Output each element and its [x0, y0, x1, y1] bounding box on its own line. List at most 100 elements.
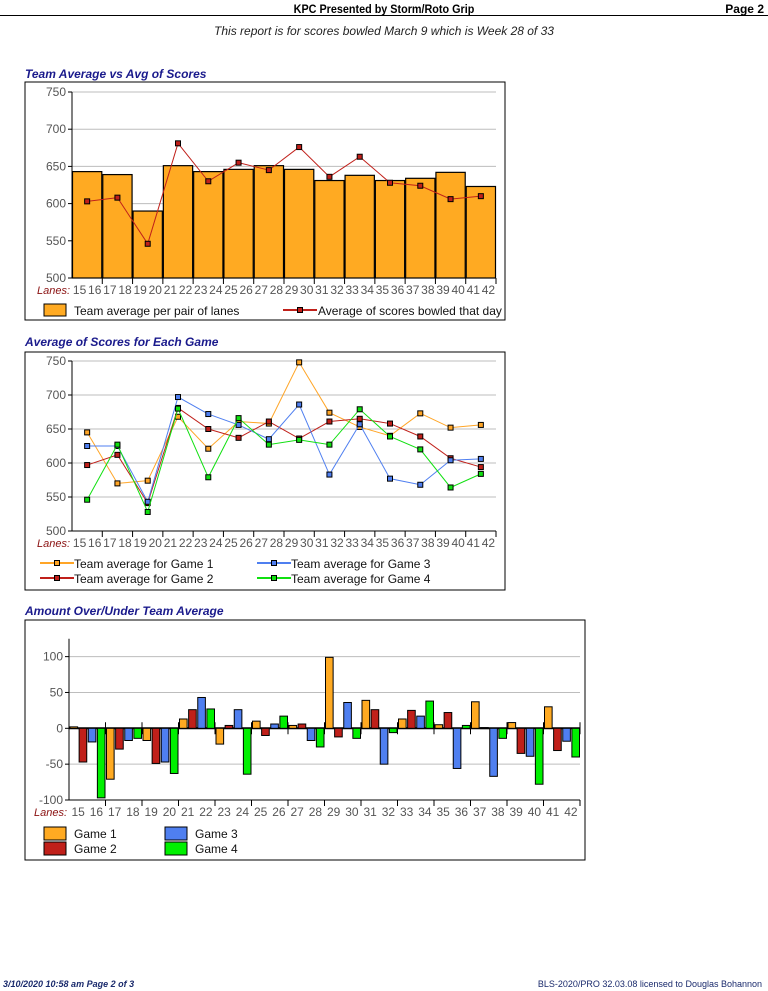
- data-point: [265, 418, 272, 425]
- series-line: [87, 396, 481, 504]
- series-line: [86, 407, 482, 514]
- legend-label: Game 4: [195, 842, 238, 856]
- x-tick-label: 28: [309, 805, 323, 819]
- report-subtitle: This report is for scores bowled March 9…: [214, 24, 554, 38]
- data-point: [235, 159, 242, 166]
- x-tick-label: 23: [217, 805, 231, 819]
- y-tick-label: 700: [46, 388, 66, 402]
- data-point: [84, 198, 91, 205]
- data-point: [326, 441, 333, 448]
- series-line: [86, 407, 481, 505]
- data-point: [477, 193, 484, 200]
- bar: [223, 168, 254, 279]
- data-point: [326, 471, 333, 478]
- x-tick-label: 17: [103, 536, 117, 550]
- report-title: KPC Presented by Storm/Roto Grip: [293, 2, 475, 16]
- x-tick-label: 25: [224, 536, 238, 550]
- bar: [465, 185, 497, 279]
- data-point: [205, 411, 212, 418]
- x-tick-label: 29: [285, 283, 299, 297]
- legend-label: Team average for Game 4: [291, 572, 431, 586]
- data-point: [265, 441, 272, 448]
- bar: [252, 720, 261, 729]
- data-point: [356, 153, 363, 160]
- x-tick-label: 15: [73, 283, 87, 297]
- bar: [224, 724, 234, 729]
- x-tick-label: 31: [315, 536, 329, 550]
- legend-swatch: [43, 303, 67, 317]
- x-tick-label: 38: [421, 536, 435, 550]
- x-tick-label: 27: [255, 283, 269, 297]
- x-tick-label: 33: [345, 283, 359, 297]
- x-tick-label: 19: [133, 536, 147, 550]
- y-tick-label: 550: [46, 490, 66, 504]
- y-tick-label: 750: [46, 85, 66, 99]
- x-tick-label: 42: [482, 536, 496, 550]
- legend-label: Game 2: [74, 842, 117, 856]
- data-point: [175, 394, 181, 401]
- data-point: [326, 409, 333, 416]
- data-point: [205, 474, 212, 481]
- x-tick-label: 29: [285, 536, 299, 550]
- x-tick-label: 39: [436, 536, 450, 550]
- header-divider: [0, 15, 768, 16]
- legend-label: Team average for Game 1: [74, 557, 214, 571]
- bar: [215, 727, 225, 745]
- data-point: [265, 167, 272, 174]
- bar: [471, 701, 480, 729]
- bar: [233, 709, 243, 729]
- footer-license: BLS-2020/PRO 32.03.08 licensed to Dougla…: [537, 979, 762, 989]
- x-tick-label: 41: [467, 536, 481, 550]
- data-point: [235, 415, 242, 422]
- y-tick-label: 100: [43, 650, 63, 664]
- bar: [253, 165, 285, 279]
- x-tick-label: 35: [436, 805, 450, 819]
- bar: [452, 727, 462, 769]
- bar: [283, 168, 315, 279]
- data-point: [235, 421, 242, 428]
- data-point: [447, 196, 454, 203]
- x-tick-label: 31: [315, 283, 329, 297]
- x-tick-label: 28: [270, 283, 284, 297]
- bar: [516, 727, 526, 754]
- data-point: [296, 401, 303, 408]
- x-tick-label: 22: [199, 805, 213, 819]
- bar: [407, 709, 416, 729]
- bar: [334, 727, 343, 738]
- x-tick-label: 18: [126, 805, 140, 819]
- chart-frame: [24, 351, 506, 591]
- bar: [544, 706, 553, 729]
- bar: [374, 179, 406, 279]
- data-point: [417, 433, 424, 440]
- bar: [315, 727, 325, 748]
- x-tick-label: 34: [361, 536, 375, 550]
- legend-label: Average of scores bowled that day: [318, 304, 502, 318]
- x-tick-label: 17: [103, 283, 117, 297]
- x-tick-label: 15: [71, 805, 85, 819]
- data-point: [477, 464, 484, 471]
- bar: [133, 727, 142, 739]
- legend-swatch: [164, 841, 188, 856]
- bar: [343, 702, 352, 729]
- data-point: [144, 477, 151, 484]
- legend-label: Team average per pair of lanes: [74, 304, 239, 318]
- bar: [571, 727, 580, 758]
- y-tick-label: 50: [50, 685, 64, 699]
- y-tick-label: 750: [46, 354, 66, 368]
- legend-swatch: [164, 826, 188, 841]
- x-tick-label: 41: [467, 283, 481, 297]
- bar: [498, 727, 507, 739]
- data-point: [447, 457, 454, 464]
- y-tick-label: 600: [46, 197, 66, 211]
- data-point: [417, 481, 424, 488]
- x-tick-label: 37: [406, 283, 420, 297]
- x-tick-label: 24: [209, 536, 223, 550]
- data-point: [356, 415, 363, 422]
- bar: [480, 727, 489, 730]
- bar: [416, 715, 425, 729]
- y-tick-label: 550: [46, 234, 66, 248]
- x-tick-label: 25: [224, 283, 238, 297]
- bar: [124, 727, 133, 741]
- x-tick-label: 18: [118, 283, 132, 297]
